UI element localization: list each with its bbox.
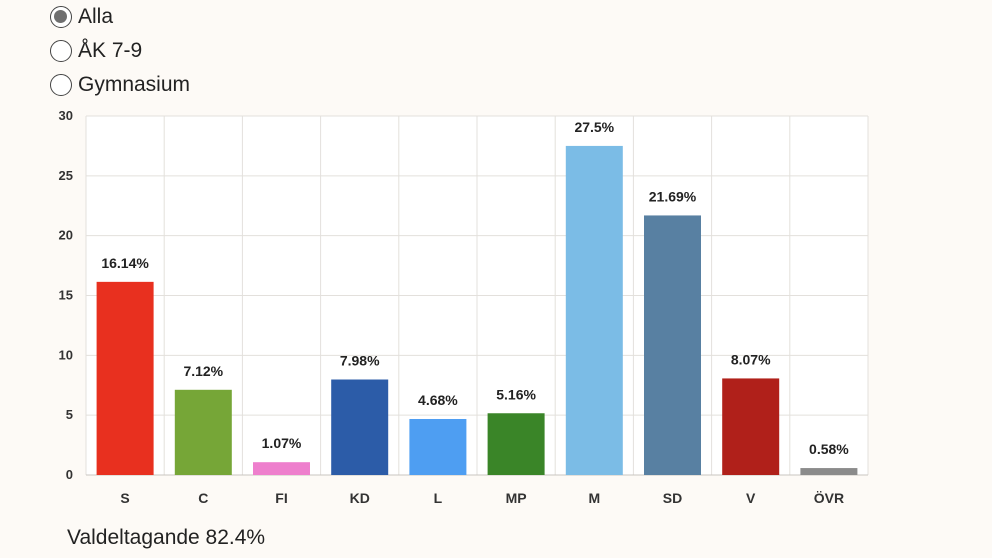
y-tick-label: 0 bbox=[66, 467, 73, 482]
x-tick-label: M bbox=[588, 490, 600, 506]
bar-s bbox=[96, 281, 154, 475]
school-level-filter: Alla ÅK 7-9 Gymnasium bbox=[50, 0, 190, 102]
x-tick-label: KD bbox=[350, 490, 370, 506]
bar-value-label: 27.5% bbox=[574, 119, 614, 135]
turnout-text: Valdeltagande 82.4% bbox=[67, 526, 266, 549]
bar-m bbox=[565, 145, 623, 475]
y-tick-label: 5 bbox=[66, 407, 73, 422]
radio-option-alla[interactable]: Alla bbox=[50, 0, 190, 34]
x-tick-label: SD bbox=[663, 490, 682, 506]
bar-value-label: 8.07% bbox=[731, 351, 771, 367]
x-tick-label: C bbox=[198, 490, 208, 506]
bar-value-label: 7.12% bbox=[183, 363, 223, 379]
radio-checked-icon[interactable] bbox=[50, 6, 72, 28]
y-tick-label: 30 bbox=[59, 108, 73, 123]
bar-value-label: 5.16% bbox=[496, 386, 536, 402]
bar-value-label: 0.58% bbox=[809, 441, 849, 457]
bar-fi bbox=[253, 462, 310, 475]
y-tick-label: 25 bbox=[59, 168, 73, 183]
bar-value-label: 1.07% bbox=[262, 435, 302, 451]
party-results-bar-chart: 0 5 10 15 20 25 30 16.14% S 7.12% C 1.07% FI 7.98% KD 4… bbox=[59, 108, 869, 506]
bar-value-label: 7.98% bbox=[340, 353, 380, 369]
radio-option-gymnasium[interactable]: Gymnasium bbox=[50, 68, 190, 102]
bar-v bbox=[722, 378, 780, 475]
y-tick-label: 20 bbox=[59, 228, 73, 243]
bar-value-label: 16.14% bbox=[101, 255, 149, 271]
x-tick-label: ÖVR bbox=[814, 490, 844, 506]
bar-c bbox=[174, 389, 232, 475]
bar-mp bbox=[487, 413, 545, 475]
radio-unchecked-icon[interactable] bbox=[50, 40, 72, 62]
radio-label: Alla bbox=[78, 5, 114, 28]
radio-label: ÅK 7-9 bbox=[78, 39, 143, 62]
bar-sd bbox=[644, 215, 701, 475]
bar-l bbox=[409, 418, 467, 475]
x-tick-label: S bbox=[120, 490, 129, 506]
bar-övr bbox=[800, 468, 858, 475]
y-tick-label: 15 bbox=[59, 288, 73, 303]
bar-kd bbox=[331, 379, 389, 475]
x-tick-label: V bbox=[746, 490, 756, 506]
bar-value-label: 21.69% bbox=[649, 188, 697, 204]
bar-value-label: 4.68% bbox=[418, 392, 458, 408]
radio-option-ak-7-9[interactable]: ÅK 7-9 bbox=[50, 34, 190, 68]
y-tick-label: 10 bbox=[59, 347, 73, 362]
radio-unchecked-icon[interactable] bbox=[50, 74, 72, 96]
radio-label: Gymnasium bbox=[78, 73, 191, 96]
x-tick-label: FI bbox=[275, 490, 287, 506]
x-tick-label: L bbox=[434, 490, 443, 506]
x-tick-label: MP bbox=[506, 490, 527, 506]
